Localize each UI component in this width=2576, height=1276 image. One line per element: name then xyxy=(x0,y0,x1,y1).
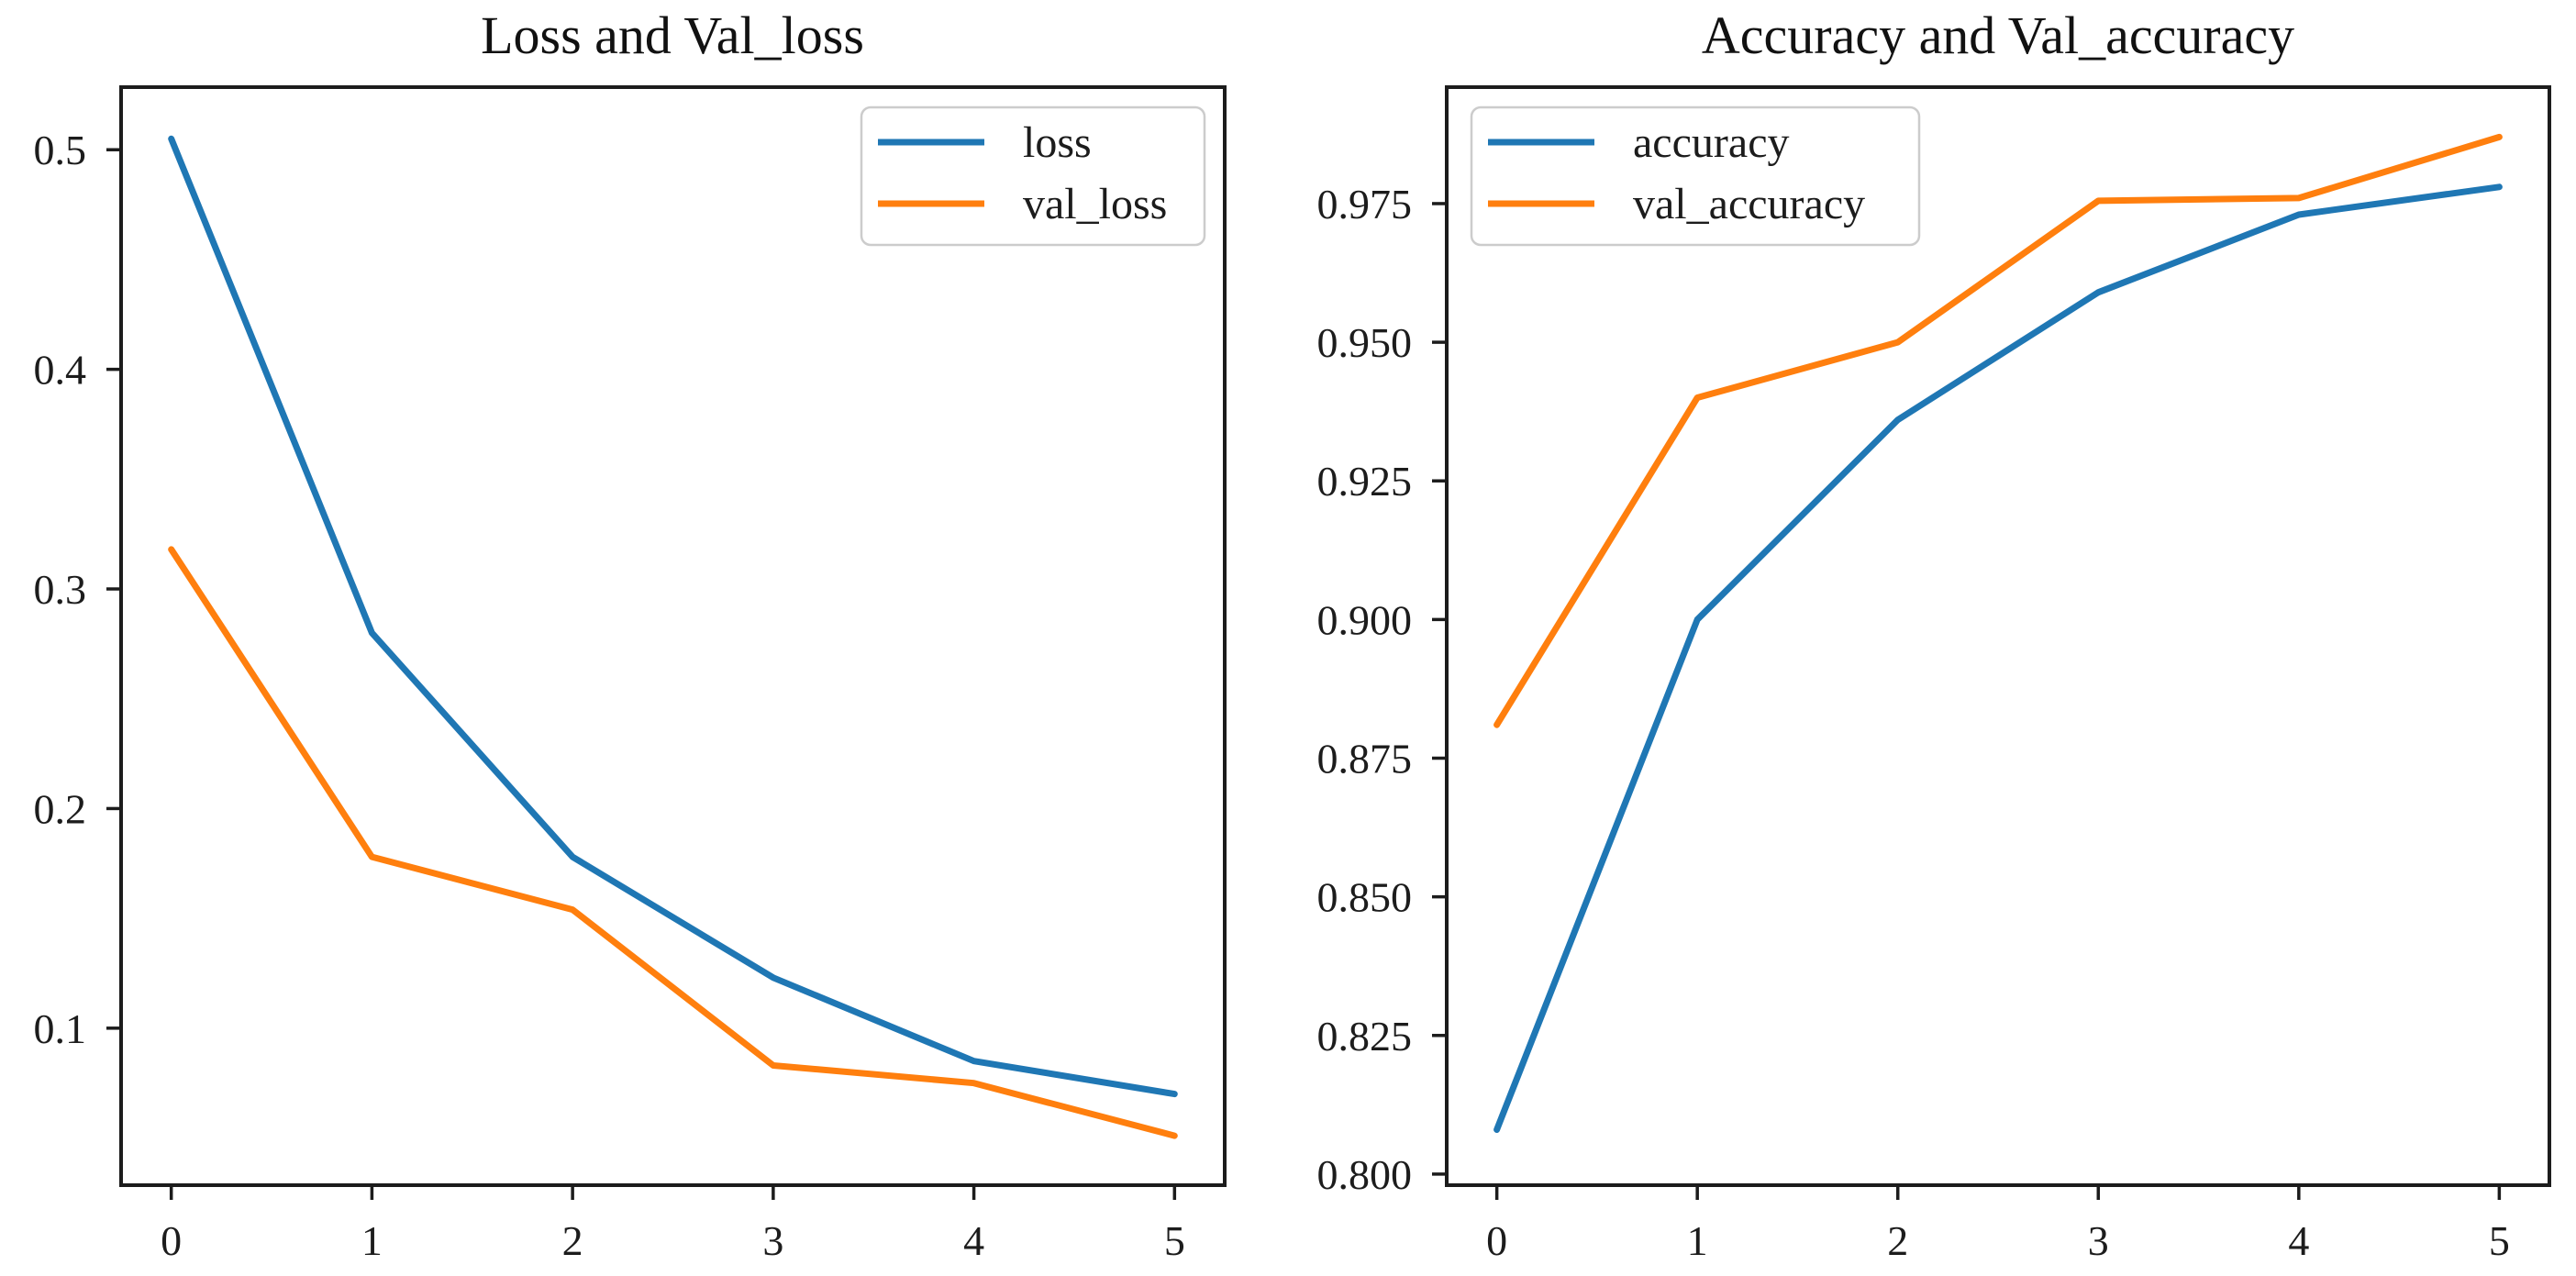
y-axis-tick-label: 0.1 xyxy=(34,1005,87,1052)
y-axis-tick-label: 0.850 xyxy=(1317,874,1413,921)
y-axis-tick-label: 0.975 xyxy=(1317,181,1413,227)
x-axis-tick-label: 1 xyxy=(361,1217,383,1264)
loss-chart-title: Loss and Val_loss xyxy=(481,6,864,65)
y-axis-tick-label: 0.5 xyxy=(34,127,87,173)
legend-label-accuracy: accuracy xyxy=(1633,118,1790,167)
y-axis-tick-label: 0.800 xyxy=(1317,1151,1413,1198)
y-axis-tick-label: 0.950 xyxy=(1317,319,1413,366)
legend-label-val_loss: val_loss xyxy=(1023,180,1167,228)
x-axis-tick-label: 5 xyxy=(2489,1217,2510,1264)
x-axis-tick-label: 5 xyxy=(1164,1217,1185,1264)
accuracy-line xyxy=(1493,183,2503,1133)
loss-line xyxy=(168,135,1178,1098)
y-axis-tick-label: 0.2 xyxy=(34,785,87,832)
y-axis-tick-label: 0.825 xyxy=(1317,1013,1413,1060)
legend-label-val_accuracy: val_accuracy xyxy=(1633,180,1865,228)
accuracy-chart-title: Accuracy and Val_accuracy xyxy=(1702,6,2294,65)
x-axis-tick-label: 2 xyxy=(1887,1217,1908,1264)
x-axis-tick-label: 1 xyxy=(1687,1217,1708,1264)
accuracy-chart: Accuracy and Val_accuracy 0 1 2 3 4 5 0.800 0.8… xyxy=(1317,6,2551,1264)
y-axis-tick-label: 0.875 xyxy=(1317,736,1413,782)
x-axis-tick-label: 2 xyxy=(562,1217,583,1264)
val_accuracy-line xyxy=(1493,133,2503,728)
x-axis-tick-label: 4 xyxy=(963,1217,984,1264)
x-axis-tick-label: 3 xyxy=(2088,1217,2109,1264)
y-axis-tick-label: 0.3 xyxy=(34,566,87,613)
x-axis-tick-label: 0 xyxy=(1486,1217,1507,1264)
y-axis-tick-label: 0.4 xyxy=(34,347,87,394)
x-axis-tick-label: 0 xyxy=(161,1217,182,1264)
loss-chart: Loss and Val_loss 0 1 2 3 4 5 0.1 0.2 0.3 0.4 0.5 l… xyxy=(34,6,1227,1264)
x-axis-tick-label: 3 xyxy=(762,1217,783,1264)
x-axis-tick-label: 4 xyxy=(2288,1217,2309,1264)
plot-border xyxy=(1445,85,2551,1187)
plot-border xyxy=(119,85,1227,1187)
val_loss-line xyxy=(168,546,1178,1139)
y-axis-tick-label: 0.925 xyxy=(1317,458,1413,505)
y-axis-tick-label: 0.900 xyxy=(1317,596,1413,643)
legend-label-loss: loss xyxy=(1023,118,1092,167)
